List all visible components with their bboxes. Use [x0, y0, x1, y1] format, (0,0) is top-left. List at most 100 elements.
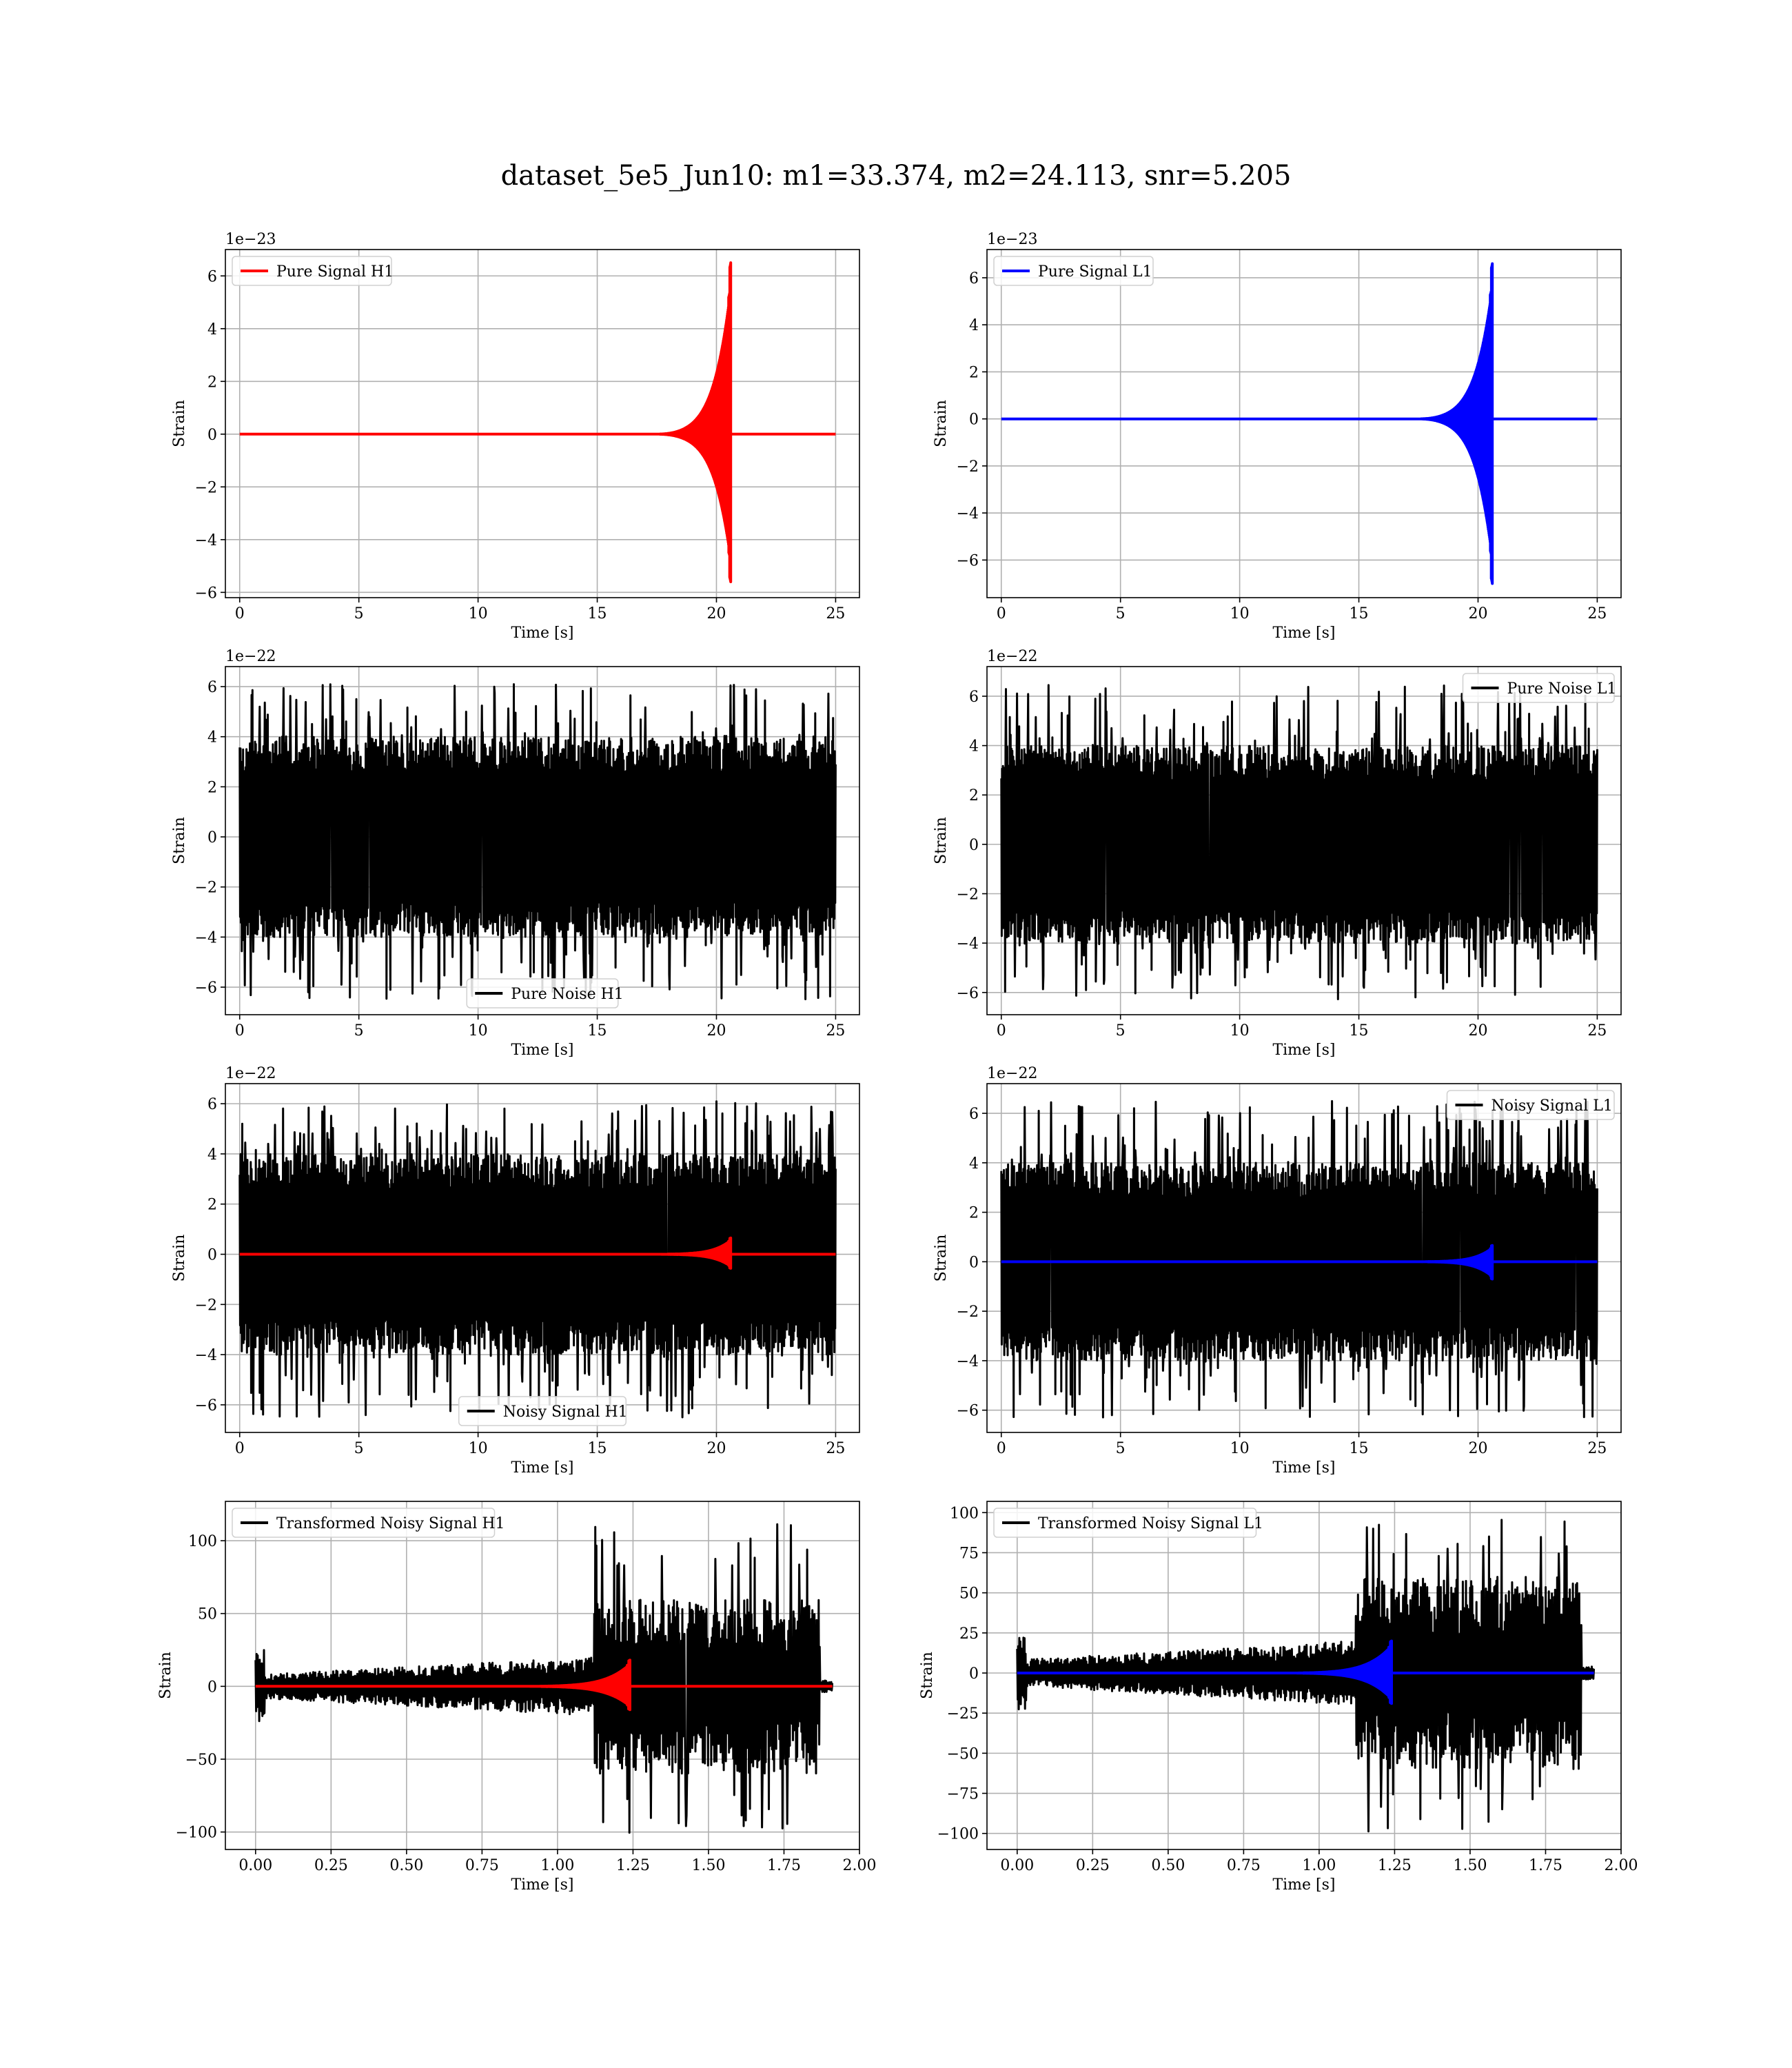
y-axis-label: Strain [933, 400, 950, 447]
y-tick-label: 2 [207, 1197, 217, 1214]
legend-box [993, 1508, 1257, 1538]
y-tick-label: 6 [207, 679, 217, 696]
x-tick-label: 0 [235, 1440, 245, 1457]
y-offset-text: 1e−22 [225, 648, 276, 665]
axes-frame [225, 249, 860, 598]
x-tick-label: 1.50 [691, 1857, 725, 1874]
y-tick-label: −6 [195, 585, 217, 602]
y-tick-label: −50 [185, 1752, 217, 1769]
x-tick-label: 1.75 [767, 1857, 801, 1874]
legend-label: Pure Signal L1 [1038, 263, 1152, 281]
y-tick-label: −50 [947, 1745, 979, 1763]
y-offset-text: 1e−22 [225, 1065, 276, 1082]
chart-pure-signal-l1: 0 5 10 15 20 25 −6 −4 −2 0 2 4 6 Time [s] Strain 1e−23P… [933, 231, 1622, 642]
x-tick-label: 0.25 [1076, 1857, 1110, 1874]
legend-box [1462, 673, 1615, 703]
x-tick-label: 0.75 [1227, 1857, 1261, 1874]
x-axis-label: Time [s] [511, 1876, 573, 1894]
y-tick-label: 4 [207, 729, 217, 747]
x-tick-label: 0 [235, 605, 245, 622]
series-group [1001, 262, 1598, 585]
x-tick-label: 20 [1468, 605, 1487, 622]
legend-label: Transformed Noisy Signal L1 [1038, 1515, 1263, 1532]
x-tick-label: 5 [1116, 1440, 1126, 1457]
axes-frame [986, 1083, 1622, 1433]
x-tick-label: 15 [588, 605, 607, 622]
legend-box [232, 1508, 496, 1538]
chart-transformed-noisy-signal-h1: 0.00 0.25 0.50 0.75 1.00 1.25 1.50 1.75 2.00 −100… [157, 1501, 876, 1894]
series-line-pure-signal-l1 [1001, 262, 1598, 585]
x-tick-label: 20 [706, 1440, 726, 1457]
y-tick-label: 4 [207, 321, 217, 338]
x-tick-label: 15 [588, 1440, 607, 1457]
y-tick-label: 4 [969, 738, 979, 756]
legend-box [458, 1396, 627, 1426]
x-tick-label: 10 [1230, 605, 1250, 622]
chart-transformed-noisy-signal-l1: 0.00 0.25 0.50 0.75 1.00 1.25 1.50 1.75 2.00 −100… [919, 1501, 1638, 1894]
y-tick-label: 6 [969, 1106, 979, 1123]
x-axis-label: Time [s] [511, 625, 573, 642]
legend: Noisy Signal L1 [1446, 1090, 1615, 1120]
y-tick-label: 2 [207, 374, 217, 391]
y-axis-label: Strain [171, 1235, 188, 1282]
chart-pure-noise-l1: 0 5 10 15 20 25 −6 −4 −2 0 2 4 6 Time [s] Strain 1e−22 P… [933, 648, 1622, 1059]
legend: Transformed Noisy Signal L1 [993, 1508, 1263, 1538]
axes-frame [225, 1501, 860, 1850]
legend: Pure Signal L1 [993, 256, 1154, 286]
chart-noisy-signal-h1: 0 5 10 15 20 25 −6 −4 −2 0 2 4 6 Time [s] Strain 1e−22 N… [171, 1065, 860, 1477]
y-tick-label: 0 [969, 412, 979, 429]
chart-pure-signal-h1: 0 5 10 15 20 25 −6 −4 −2 0 2 4 6 Time [s] Strain 1e−23P… [171, 231, 860, 642]
y-tick-label: 4 [969, 1155, 979, 1173]
x-tick-label: 25 [826, 605, 845, 622]
x-tick-label: 15 [1350, 605, 1369, 622]
y-tick-label: −6 [957, 552, 979, 569]
legend-box [1446, 1090, 1615, 1120]
legend-label: Pure Signal H1 [276, 263, 394, 281]
legend-box [993, 256, 1154, 286]
x-tick-label: 10 [469, 1022, 488, 1040]
x-tick-label: 20 [706, 605, 726, 622]
y-tick-label: −6 [195, 1397, 217, 1415]
series-group [238, 683, 837, 1000]
x-tick-label: 2.00 [843, 1857, 877, 1874]
y-tick-label: 2 [969, 1205, 979, 1222]
legend-label: Pure Noise H1 [511, 986, 624, 1003]
y-tick-label: −100 [176, 1825, 217, 1842]
legend-label: Transformed Noisy Signal H1 [276, 1515, 505, 1532]
series-line-chirp-overlay [239, 1236, 836, 1270]
x-tick-label: 0 [997, 605, 1006, 622]
x-tick-label: 1.50 [1453, 1857, 1487, 1874]
x-tick-label: 0 [235, 1022, 245, 1040]
series-line-chirp-overlay [1001, 1244, 1598, 1281]
y-tick-label: −4 [957, 505, 979, 523]
y-tick-label: 0 [207, 427, 217, 444]
series-line-noisy-signal-h1 [238, 1100, 837, 1419]
y-axis-label: Strain [157, 1652, 174, 1699]
series-group [238, 1100, 837, 1419]
x-tick-label: 5 [354, 605, 364, 622]
y-tick-label: 6 [969, 689, 979, 706]
y-offset-text: 1e−23 [225, 231, 276, 248]
x-tick-label: 5 [354, 1022, 364, 1040]
y-tick-label: 2 [969, 787, 979, 804]
x-axis-label: Time [s] [1272, 1459, 1335, 1477]
figure-title: dataset_5e5_Jun10: m1=33.374, m2=24.113,… [501, 160, 1292, 192]
x-tick-label: 20 [1468, 1440, 1487, 1457]
y-tick-label: 50 [198, 1606, 217, 1623]
x-tick-label: 0 [997, 1440, 1006, 1457]
x-tick-label: 25 [1587, 1022, 1607, 1040]
series-line-pure-noise-l1 [1000, 684, 1598, 1000]
x-tick-label: 15 [588, 1022, 607, 1040]
legend: Pure Signal H1 [232, 256, 394, 286]
series-line-transformed-noisy-signal-h1 [254, 1523, 834, 1834]
series-line-pure-signal-h1 [239, 261, 836, 583]
x-axis-label: Time [s] [1272, 1876, 1335, 1894]
y-tick-label: 6 [969, 270, 979, 287]
y-tick-label: 0 [969, 1254, 979, 1271]
axes-frame [986, 1501, 1622, 1850]
y-tick-label: −2 [957, 1304, 979, 1321]
y-axis-label: Strain [933, 1235, 950, 1282]
x-tick-label: 10 [1230, 1440, 1250, 1457]
x-tick-label: 0.50 [1151, 1857, 1185, 1874]
x-tick-label: 5 [1116, 605, 1126, 622]
